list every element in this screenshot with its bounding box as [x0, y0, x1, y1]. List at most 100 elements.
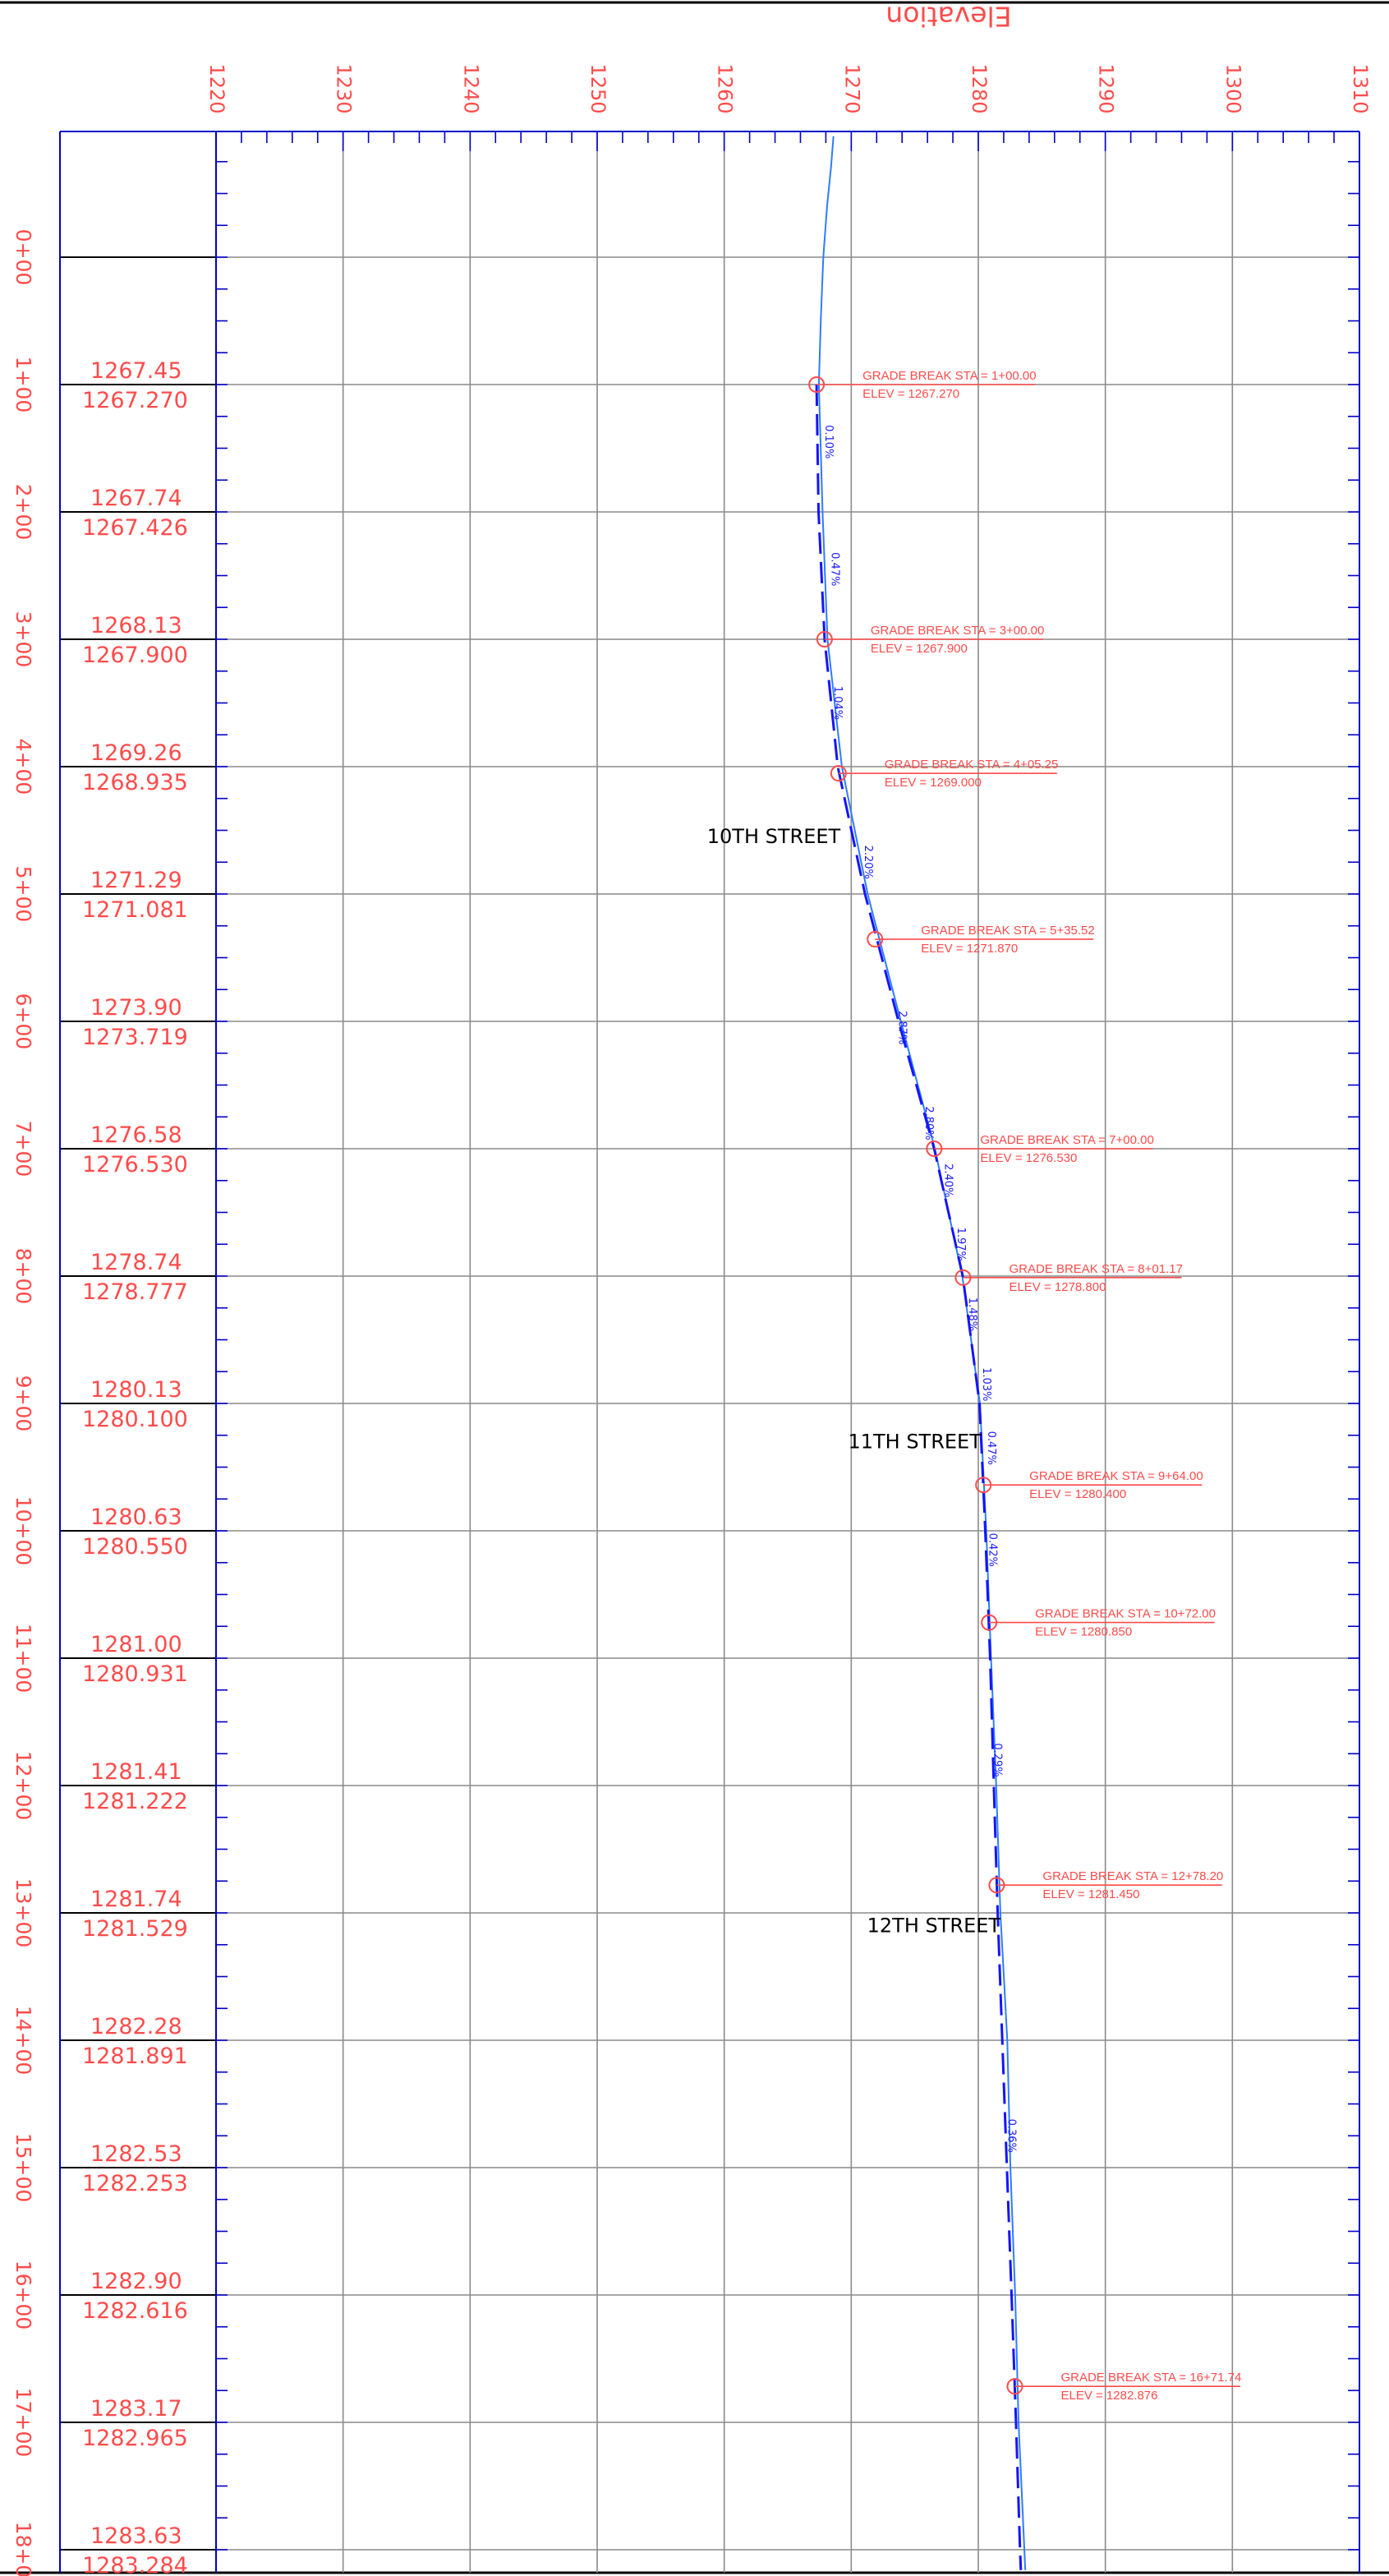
existing-elevation: 1282.90 [90, 2269, 182, 2294]
proposed-elevation: 1267.426 [82, 515, 188, 541]
chart-title: Elevation [885, 1, 1011, 33]
slope-label: 2.80% [922, 1106, 935, 1140]
proposed-elevation: 1276.530 [82, 1152, 188, 1177]
grade-break-station: GRADE BREAK STA = 8+01.17 [1009, 1262, 1183, 1276]
existing-elevation: 1267.74 [90, 486, 182, 511]
slope-labels: 0.10% 0.47% 1.04% 2.20% 2.87% 2.80% 2.40% 1.97%… [822, 425, 1018, 2153]
elevation-tick-label: 1270 [840, 63, 863, 113]
street-label: 10TH STREET [707, 825, 841, 848]
slope-label: 0.42% [987, 1533, 999, 1567]
slope-label: 0.29% [991, 1743, 1004, 1776]
existing-elevation: 1282.53 [90, 2141, 182, 2167]
existing-ground-line [817, 136, 1027, 2570]
station-label: 16+00 [11, 2260, 35, 2330]
station-label: 7+00 [11, 1121, 35, 1177]
grid [60, 131, 1359, 2573]
elevation-tick-label: 1310 [1349, 63, 1372, 113]
slope-label: 1.04% [831, 686, 844, 720]
proposed-profile-line [815, 384, 1023, 2570]
grade-break-elevation: ELEV = 1280.850 [1035, 1625, 1132, 1639]
station-label: 12+00 [11, 1751, 35, 1821]
station-label: 5+00 [11, 866, 35, 923]
slope-label: 0.10% [822, 425, 835, 459]
slope-label: 1.03% [980, 1367, 992, 1401]
street-label: 12TH STREET [867, 1914, 1001, 1937]
existing-elevation: 1281.41 [90, 1759, 182, 1785]
street-labels: 10TH STREET 11TH STREET 12TH STREET [707, 825, 1001, 1937]
slope-label: 1.97% [954, 1228, 967, 1261]
grade-break-elevation: ELEV = 1269.000 [885, 776, 982, 790]
station-label: 17+00 [11, 2388, 35, 2458]
grade-break-elevation: ELEV = 1280.400 [1029, 1487, 1126, 1501]
elevation-tick-label: 1260 [714, 63, 737, 113]
slope-label: 1.48% [966, 1297, 978, 1331]
existing-elevation: 1267.45 [90, 358, 182, 384]
grade-break-station: GRADE BREAK STA = 1+00.00 [862, 369, 1037, 383]
elevation-tick-label: 1250 [586, 63, 609, 113]
grade-break-station: GRADE BREAK STA = 12+78.20 [1042, 1869, 1223, 1883]
existing-elevation: 1276.58 [90, 1122, 182, 1148]
proposed-elevation: 1278.777 [82, 1279, 188, 1305]
station-labels: 0+00 1+00 2+00 3+00 4+00 5+00 6+00 7+00 8+00 9+00… [11, 229, 35, 2576]
proposed-elevation: 1267.900 [82, 643, 188, 668]
slope-label: 2.40% [941, 1164, 954, 1197]
station-label: 6+00 [11, 993, 35, 1050]
station-label: 11+00 [11, 1624, 35, 1694]
proposed-elevation: 1280.550 [82, 1534, 188, 1560]
slope-label: 2.87% [896, 1011, 908, 1044]
station-label: 18+0 [11, 2522, 35, 2576]
proposed-elevation: 1282.965 [82, 2426, 188, 2451]
proposed-elevation: 1281.891 [82, 2044, 188, 2069]
proposed-elevation: 1280.100 [82, 1407, 188, 1432]
proposed-elevation: 1282.253 [82, 2171, 188, 2196]
elevation-tick-label: 1290 [1095, 63, 1118, 113]
proposed-elevation: 1281.529 [82, 1916, 188, 1942]
station-label: 2+00 [11, 484, 35, 541]
elevation-tick-label: 1220 [205, 63, 228, 113]
grade-break-elevation: ELEV = 1267.270 [862, 387, 959, 401]
elevation-tick-label: 1280 [968, 63, 991, 113]
profile-lines [815, 136, 1027, 2570]
existing-elevation: 1281.00 [90, 1632, 182, 1657]
elevation-values: 1267.45 1267.270 1267.74 1267.426 1268.13 126… [82, 358, 188, 2576]
station-label: 15+00 [11, 2133, 35, 2203]
existing-elevation: 1281.74 [90, 1887, 182, 1912]
station-label: 3+00 [11, 611, 35, 668]
existing-elevation: 1268.13 [90, 613, 182, 638]
slope-label: 2.20% [862, 846, 874, 879]
grade-break-elevation: ELEV = 1276.530 [980, 1151, 1077, 1165]
proposed-elevation: 1268.935 [82, 770, 188, 795]
proposed-elevation: 1271.081 [82, 897, 188, 923]
slope-label: 0.36% [1005, 2119, 1018, 2153]
grade-break-station: GRADE BREAK STA = 5+35.52 [921, 924, 1095, 938]
station-label: 9+00 [11, 1376, 35, 1432]
existing-elevation: 1271.29 [90, 868, 182, 893]
proposed-elevation: 1282.616 [82, 2298, 188, 2324]
proposed-elevation: 1283.284 [82, 2553, 188, 2576]
slope-label: 0.47% [829, 552, 841, 586]
street-label: 11TH STREET [848, 1430, 982, 1453]
station-label: 10+00 [11, 1496, 35, 1566]
grade-break-station: GRADE BREAK STA = 9+64.00 [1029, 1469, 1203, 1483]
grade-break-elevation: ELEV = 1267.900 [871, 642, 968, 656]
existing-elevation: 1278.74 [90, 1250, 182, 1275]
existing-elevation: 1283.17 [90, 2396, 182, 2422]
existing-elevation: 1283.63 [90, 2523, 182, 2549]
grade-break-elevation: ELEV = 1271.870 [921, 942, 1018, 956]
grade-break-station: GRADE BREAK STA = 3+00.00 [871, 624, 1045, 638]
station-label: 4+00 [11, 739, 35, 795]
proposed-elevation: 1267.270 [82, 388, 188, 413]
station-label: 14+00 [11, 2006, 35, 2076]
elevation-tick-label: 1300 [1221, 63, 1244, 113]
grade-break-station: GRADE BREAK STA = 10+72.00 [1035, 1607, 1216, 1621]
grade-break-elevation: ELEV = 1282.876 [1060, 2389, 1157, 2403]
grade-break-elevation: ELEV = 1278.800 [1009, 1280, 1106, 1294]
slope-label: 0.47% [985, 1431, 997, 1465]
station-label: 13+00 [11, 1878, 35, 1948]
proposed-elevation: 1273.719 [82, 1025, 188, 1050]
station-label: 1+00 [11, 357, 35, 413]
existing-elevation: 1269.26 [90, 740, 182, 766]
existing-elevation: 1280.63 [90, 1505, 182, 1530]
existing-elevation: 1273.90 [90, 995, 182, 1021]
